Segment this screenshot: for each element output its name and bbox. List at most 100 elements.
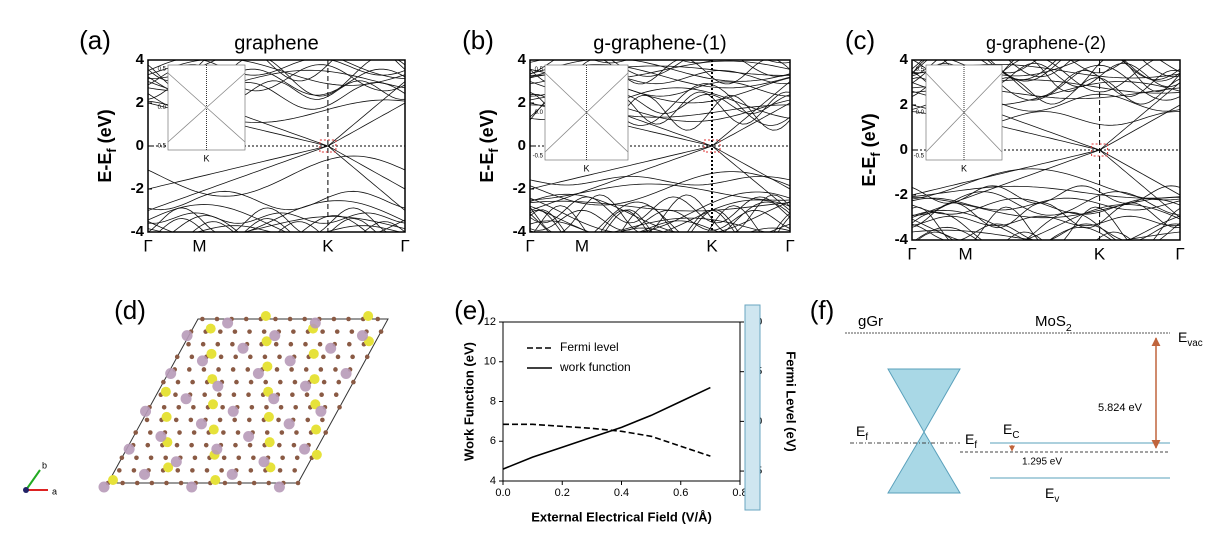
y-tick-label: 2 bbox=[518, 94, 526, 111]
carbon-atom bbox=[304, 392, 310, 397]
inset-tick-label: 0.0 bbox=[158, 105, 167, 111]
molybdenum-atom bbox=[356, 330, 368, 342]
carbon-atom bbox=[261, 329, 267, 334]
label: Ev bbox=[1045, 485, 1059, 505]
carbon-atom bbox=[173, 417, 179, 423]
molybdenum-atom bbox=[98, 481, 110, 493]
inset-x-label: K bbox=[961, 163, 967, 173]
carbon-atom bbox=[262, 354, 268, 360]
carbon-atom bbox=[218, 329, 223, 334]
inset-band bbox=[167, 72, 246, 143]
y-axis-label-part: (eV) bbox=[95, 109, 115, 148]
x-tick-label: M bbox=[575, 236, 589, 255]
carbon-atom bbox=[219, 468, 224, 473]
carbon-atom bbox=[290, 392, 295, 397]
inset-tick-label: 0.0 bbox=[535, 110, 544, 116]
sulfur-atom bbox=[208, 424, 219, 435]
y-axis-label-part: (eV) bbox=[859, 113, 879, 152]
band-line bbox=[530, 171, 790, 206]
molybdenum-atom bbox=[123, 443, 135, 455]
axes-frame bbox=[147, 59, 406, 233]
carbon-atom bbox=[292, 379, 298, 385]
y-axis-label-part: E-E bbox=[859, 157, 879, 187]
carbon-atom bbox=[378, 329, 384, 334]
x-tick-label: K bbox=[706, 236, 718, 255]
band-line bbox=[530, 201, 790, 232]
panel-label: (c) bbox=[845, 25, 875, 55]
carbon-atom bbox=[177, 430, 182, 435]
carbon-atom bbox=[248, 468, 254, 473]
molybdenum-atom bbox=[268, 393, 280, 405]
carbon-atom bbox=[320, 417, 325, 423]
carbon-atom bbox=[233, 354, 238, 360]
y-tick-label: 2 bbox=[136, 94, 144, 111]
label: gGr bbox=[858, 313, 883, 330]
carbon-atom bbox=[247, 442, 253, 448]
band-line bbox=[912, 204, 1180, 240]
band-line bbox=[912, 60, 1180, 82]
carbon-atom bbox=[248, 354, 253, 360]
carbon-atom bbox=[234, 379, 239, 385]
molybdenum-atom bbox=[196, 355, 208, 367]
sulfur-atom bbox=[161, 411, 172, 422]
band-line bbox=[148, 207, 405, 232]
carbon-atom bbox=[214, 316, 220, 322]
x-tick-label: Γ bbox=[525, 236, 534, 255]
molybdenum-atom bbox=[258, 456, 270, 468]
x-tick-label: Γ bbox=[1175, 244, 1184, 263]
inset-x-label: K bbox=[203, 153, 209, 163]
molybdenum-atom bbox=[181, 330, 193, 342]
legend-label: work function bbox=[559, 360, 631, 374]
y-tick-label: 4 bbox=[136, 51, 145, 68]
label-part: E bbox=[965, 431, 974, 447]
dirac-band bbox=[912, 149, 1180, 196]
carbon-atom bbox=[133, 430, 138, 435]
band-line bbox=[530, 220, 790, 232]
carbon-atom bbox=[191, 405, 196, 410]
sulfur-atom bbox=[263, 411, 274, 422]
band-line bbox=[530, 196, 790, 224]
band-line bbox=[530, 176, 790, 186]
sulfur-atom bbox=[160, 386, 171, 397]
sulfur-atom bbox=[108, 475, 118, 485]
axis-label: a bbox=[52, 486, 57, 496]
carbon-atom bbox=[232, 417, 237, 423]
y-tick-label: 0 bbox=[136, 137, 144, 154]
inset-tick-label: -0.5 bbox=[914, 153, 925, 159]
carbon-atom bbox=[215, 341, 221, 347]
x-tick-label: M bbox=[192, 236, 206, 255]
carbon-atom bbox=[305, 417, 311, 423]
axis-label: b bbox=[42, 460, 47, 470]
carbon-atom bbox=[204, 468, 210, 473]
carbon-atom bbox=[216, 367, 221, 372]
carbon-atom bbox=[187, 367, 192, 372]
band-line bbox=[912, 185, 1180, 199]
y-tick-label: 8 bbox=[490, 395, 496, 407]
carbon-atom bbox=[192, 455, 198, 461]
y-tick-label: 4 bbox=[490, 475, 496, 487]
band-line bbox=[914, 226, 1113, 240]
carbon-atom bbox=[246, 392, 251, 397]
band-line bbox=[148, 200, 405, 232]
carbon-atom bbox=[218, 354, 224, 360]
label-part: E bbox=[1045, 485, 1054, 501]
inset-tick-label: 0.5 bbox=[158, 66, 167, 72]
panel-title: g-graphene-(2) bbox=[986, 33, 1106, 53]
carbon-atom bbox=[287, 316, 293, 322]
x-tick-label: Γ bbox=[907, 244, 916, 263]
carbon-atom bbox=[148, 430, 153, 435]
band-line bbox=[917, 231, 1132, 240]
carbon-atom bbox=[321, 379, 327, 385]
molybdenum-atom bbox=[315, 405, 327, 417]
dirac-band bbox=[148, 145, 405, 190]
axes-frame bbox=[529, 59, 791, 233]
x-tick-label: 0.2 bbox=[555, 487, 570, 499]
carbon-atom bbox=[175, 468, 181, 473]
x-tick-label: 0.6 bbox=[673, 487, 688, 499]
label: Ef bbox=[965, 431, 977, 451]
band-line bbox=[950, 60, 1082, 77]
label-part: E bbox=[856, 423, 865, 439]
carbon-atom bbox=[178, 480, 184, 486]
band-line bbox=[912, 229, 1180, 240]
label-part: f bbox=[865, 432, 868, 443]
